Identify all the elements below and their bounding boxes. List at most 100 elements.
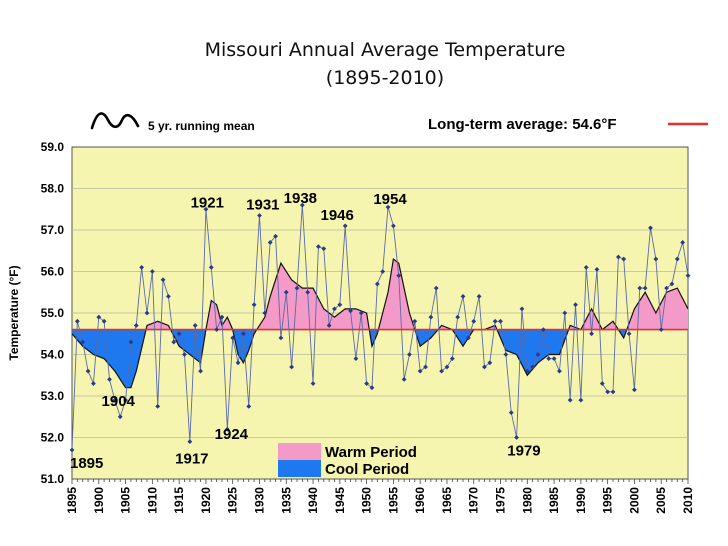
annual-data-point [267,240,273,245]
year-annotation-1979: 1979 [507,443,540,460]
x-tick-label: 1995 [601,487,615,514]
annual-data-point [449,356,455,362]
annual-data-point [128,339,134,345]
year-annotation-1938: 1938 [284,190,317,207]
annual-data-point [492,318,498,324]
x-tick-label: 1945 [333,487,347,514]
annual-data-point [85,368,91,374]
annual-data-point [680,240,686,245]
annual-data-point [551,356,557,362]
y-tick-label: 53.0 [41,389,65,403]
annual-data-point [176,331,182,337]
annual-data-point [246,403,252,409]
y-tick-label: 51.0 [41,472,65,486]
y-tick-label: 54.0 [41,348,65,362]
annual-data-point [460,294,466,299]
annual-data-point [316,244,321,249]
x-tick-label: 1990 [574,487,588,514]
annual-data-point [658,327,664,332]
annual-data-point [637,285,643,291]
annual-data-point [348,308,353,314]
annual-data-point [69,447,75,453]
annual-data-point [358,310,364,316]
annual-data-point [101,318,107,324]
year-annotation-1954: 1954 [373,191,407,208]
annual-data-point [369,385,375,391]
x-tick-label: 2010 [681,487,695,514]
annual-data-point [374,281,380,287]
annual-data-point [342,223,348,229]
annual-data-point [332,306,337,312]
annual-data-point [299,202,305,208]
annual-data-point [396,273,402,279]
annual-data-point [294,285,300,291]
annual-data-point [562,310,568,316]
x-tick-label: 1910 [145,487,159,514]
annual-data-point [257,213,262,218]
annual-data-point [674,256,680,262]
annual-data-point [578,397,584,403]
annual-data-point [123,397,128,403]
running-mean-line [71,257,689,389]
annual-data-point [401,377,407,382]
cool-period-label: Cool Period [325,461,409,478]
annual-data-point [283,289,289,295]
x-tick-label: 1975 [494,487,508,514]
annual-data-point [80,339,86,345]
annual-data-point [149,269,155,274]
annual-data-point [444,364,450,370]
annual-data-point [407,352,412,357]
annual-data-point [540,327,546,332]
annual-data-point [144,310,150,316]
y-tick-label: 52.0 [41,431,65,445]
x-tick-label: 1950 [360,487,374,514]
annual-data-point [353,356,359,362]
annual-data-point [535,352,541,357]
annual-data-point [160,277,166,283]
annual-data-point [567,397,573,403]
annual-data-point [155,403,161,409]
annual-data-point [433,285,439,291]
x-tick-label: 2000 [627,487,641,514]
annual-data-point [508,410,514,415]
annual-data-point [632,387,637,393]
annual-data-point [390,223,396,229]
annual-data-point [621,256,627,262]
y-tick-label: 58.0 [41,182,65,196]
annual-data-point [503,352,509,357]
x-tick-label: 1900 [92,487,106,514]
legend-average-label: Long-term average: 54.6°F [428,116,617,133]
annual-data-point [385,204,391,210]
annual-data-point [482,364,487,370]
annual-data-point [208,264,214,270]
annual-data-point [626,331,632,337]
annual-data-point [599,381,605,386]
annual-data-point [203,206,209,212]
annual-data-point [455,314,461,320]
annual-data-point [589,331,594,337]
x-tick-label: 1955 [386,487,400,514]
annual-data-point [326,323,332,328]
x-tick-label: 1960 [413,487,427,514]
chart-subtitle: (1895-2010) [325,67,445,89]
annual-data-point [171,339,177,345]
x-tick-label: 1915 [172,487,186,514]
annual-data-point [262,310,268,316]
warm-period-swatch [278,443,321,460]
annual-data-point [685,273,691,279]
annual-data-point [214,327,220,332]
annual-data-point [487,360,493,366]
annual-data-point [117,414,123,420]
year-annotation-1904: 1904 [102,393,136,410]
y-tick-label: 56.0 [41,265,65,279]
annual-data-point [310,381,316,386]
y-tick-label: 55.0 [41,306,65,320]
x-tick-label: 1935 [279,487,293,514]
year-annotation-1931: 1931 [246,196,279,213]
annual-data-point [235,360,241,366]
chart-title-line: Missouri Annual Average Temperature [204,39,566,61]
annual-data-point [187,439,193,445]
annual-data-point [278,335,284,341]
x-tick-label: 1970 [467,487,481,514]
annual-data-point [364,381,370,386]
